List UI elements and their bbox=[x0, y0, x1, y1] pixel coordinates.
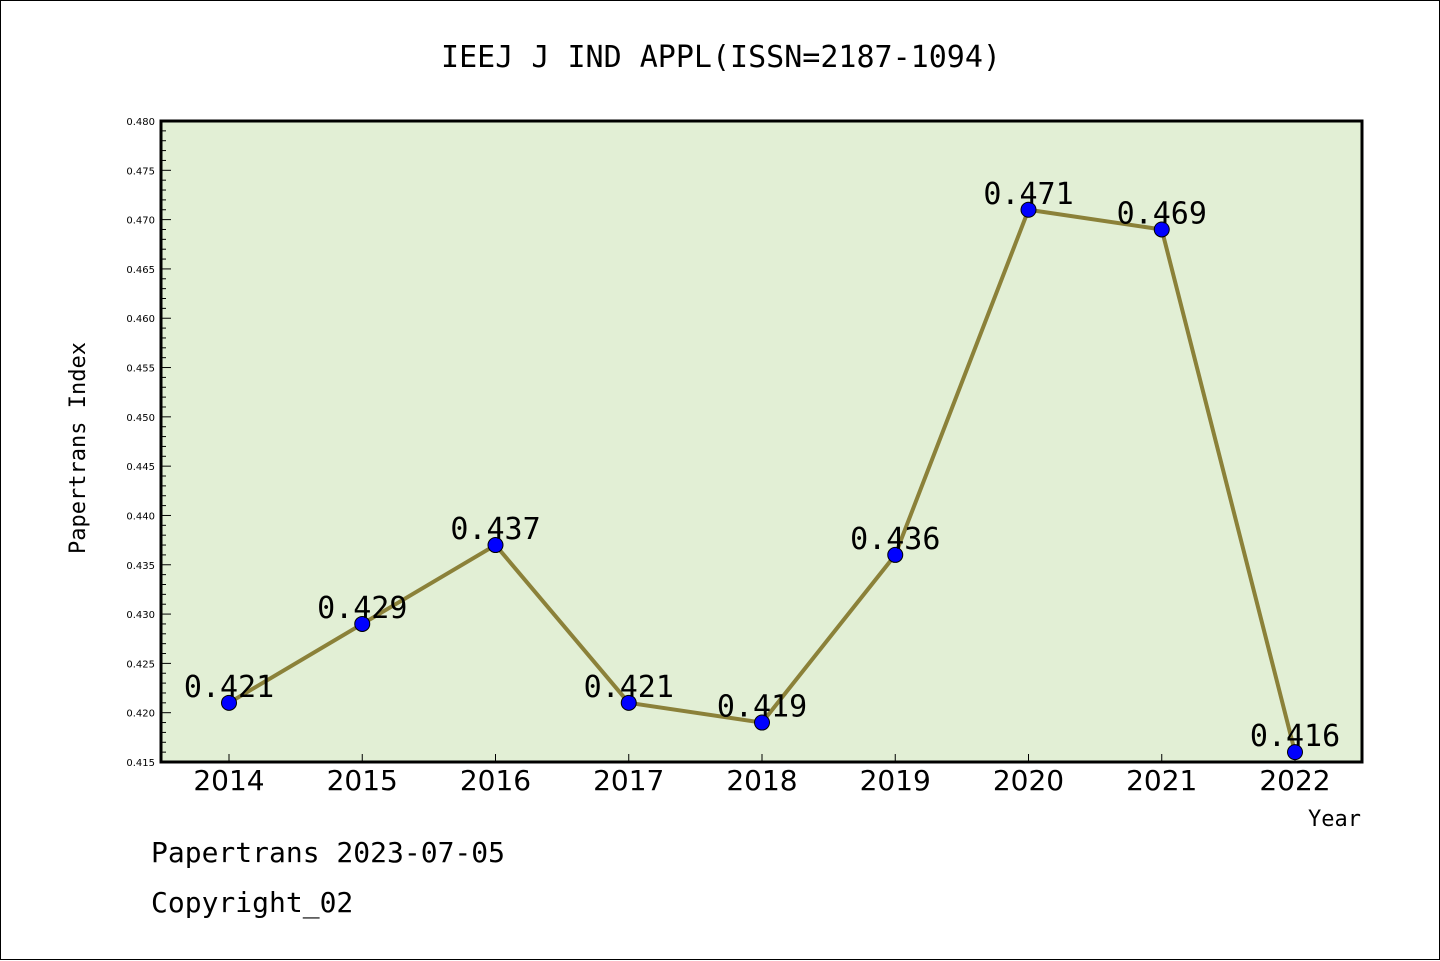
data-label: 0.429 bbox=[317, 591, 407, 626]
chart-title: IEEJ J IND APPL(ISSN=2187-1094) bbox=[441, 40, 1001, 75]
data-point bbox=[887, 546, 904, 563]
x-tick-label: 2018 bbox=[726, 764, 797, 797]
y-tick-label: 0.425 bbox=[126, 659, 155, 670]
data-label: 0.421 bbox=[184, 670, 274, 705]
data-point bbox=[354, 615, 371, 632]
x-tick-label: 2017 bbox=[593, 764, 664, 797]
data-point bbox=[221, 694, 237, 711]
data-label: 0.419 bbox=[717, 690, 807, 725]
x-tick-label: 2020 bbox=[993, 764, 1064, 797]
y-tick-label: 0.445 bbox=[126, 462, 155, 473]
y-tick-label: 0.435 bbox=[126, 561, 155, 572]
data-point bbox=[620, 694, 637, 711]
data-point bbox=[487, 537, 504, 554]
footer-date: Papertrans 2023-07-05 bbox=[151, 836, 506, 869]
y-axis-label: Papertrans Index bbox=[66, 342, 91, 554]
x-tick-label: 2015 bbox=[327, 764, 398, 797]
y-tick-label: 0.440 bbox=[126, 511, 155, 522]
data-point bbox=[1020, 201, 1037, 218]
data-point bbox=[754, 714, 770, 731]
y-tick-label: 0.420 bbox=[126, 709, 155, 720]
y-tick-label: 0.430 bbox=[126, 610, 155, 621]
series-group: 0.421 0.429 0.437 0.421 0.419 0.436 0.471 0.469… bbox=[184, 177, 1340, 761]
y-tick-label: 0.450 bbox=[126, 413, 155, 424]
y-axis: 0.415 0.420 0.425 0.430 0.435 0.440 0.445 0.450… bbox=[126, 117, 171, 769]
data-point bbox=[1287, 744, 1303, 761]
data-point bbox=[1153, 221, 1170, 238]
x-tick-label: 2021 bbox=[1126, 764, 1197, 797]
y-tick-label: 0.460 bbox=[126, 314, 155, 325]
y-tick-label: 0.415 bbox=[126, 758, 155, 769]
y-tick-label: 0.475 bbox=[126, 166, 155, 177]
x-tick-label: 2022 bbox=[1259, 764, 1330, 797]
plot-border bbox=[159, 119, 1364, 764]
x-tick-label: 2019 bbox=[860, 764, 931, 797]
data-label: 0.469 bbox=[1117, 196, 1207, 231]
footer-copyright: Copyright_02 bbox=[151, 886, 354, 919]
data-label: 0.437 bbox=[450, 512, 540, 547]
x-tick-label: 2014 bbox=[193, 764, 264, 797]
x-axis: 2014 2015 2016 2017 2018 2019 2020 2021 2022 bbox=[193, 754, 1331, 797]
data-label: 0.471 bbox=[983, 177, 1073, 212]
data-label: 0.421 bbox=[584, 670, 674, 705]
x-axis-label: Year bbox=[1308, 807, 1361, 832]
data-label: 0.416 bbox=[1250, 719, 1340, 754]
x-tick-label: 2016 bbox=[460, 764, 531, 797]
y-tick-label: 0.480 bbox=[126, 117, 155, 128]
data-label: 0.436 bbox=[850, 522, 940, 557]
y-tick-label: 0.465 bbox=[126, 265, 155, 276]
y-tick-label: 0.470 bbox=[126, 216, 155, 227]
y-tick-label: 0.455 bbox=[126, 364, 155, 375]
